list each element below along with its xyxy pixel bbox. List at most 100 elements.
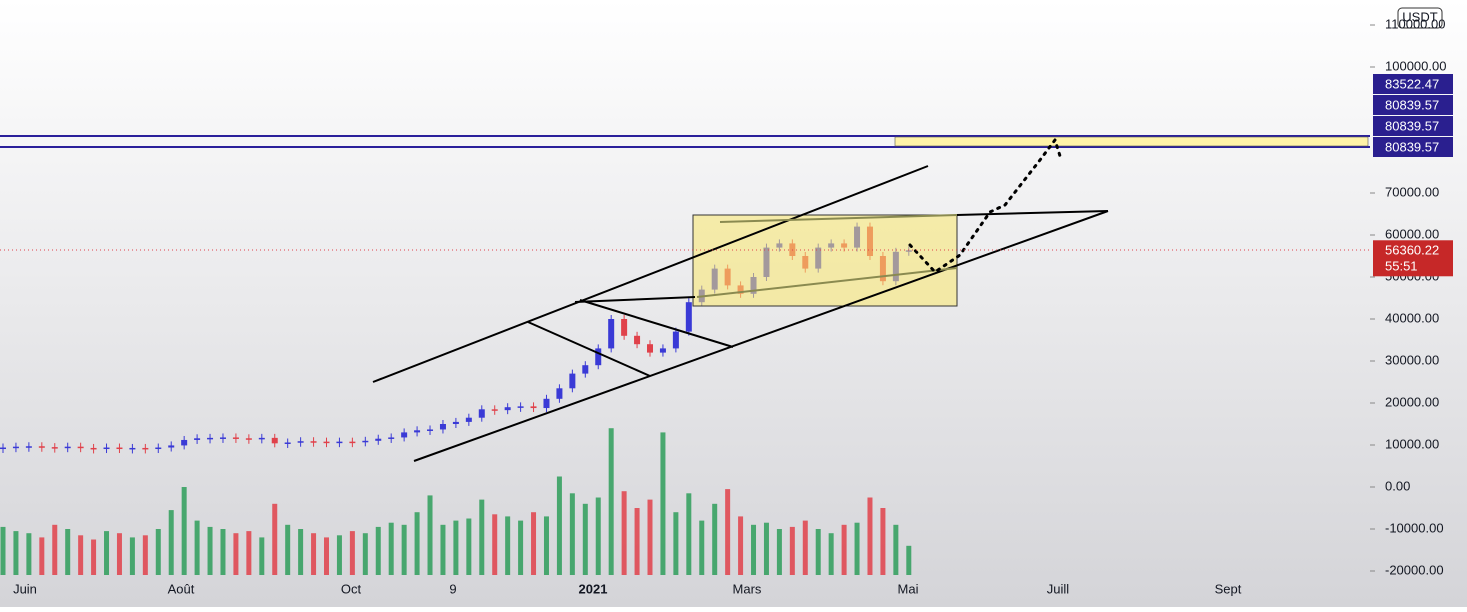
currency-badge[interactable] [1397,7,1443,29]
candle [77,446,84,449]
volume-bar [129,537,135,575]
y-tick-label: 10000.00 [1385,436,1439,451]
volume-bar [194,520,200,575]
volume-bar [259,537,265,575]
volume-bar [841,524,847,575]
candle [336,441,343,444]
volume-bar [569,493,575,575]
candle [168,445,175,448]
trend-line [372,165,929,383]
candle [608,319,615,349]
currency-label[interactable]: USDT [1402,9,1437,24]
candle [245,438,252,440]
candle [427,429,434,431]
volume-bar [311,533,317,575]
level-label-box [1373,95,1453,115]
candle [310,441,317,443]
volume-bar [815,529,821,575]
volume-bar [336,535,342,575]
candle [297,441,304,443]
candle [155,447,162,450]
candle [414,430,421,433]
x-tick-label: Juin [13,581,37,596]
level-label-box [1373,116,1453,136]
candle [349,441,356,444]
level-label: 80839.57 [1385,97,1439,112]
volume-bar [349,531,355,575]
candle [12,446,19,449]
x-tick-label: Août [168,581,195,596]
volume-bar [78,535,84,575]
y-tick-label: -10000.00 [1385,520,1444,535]
range-box [692,214,958,307]
trend-line [696,267,958,298]
x-tick-label: Mars [733,581,762,596]
volume-bar [712,503,718,575]
candle [556,388,563,399]
volume-bar [155,529,161,575]
candle [51,447,58,449]
candle [64,446,71,449]
volume-bar [272,503,278,575]
candle [647,344,653,353]
level-label: 80839.57 [1385,139,1439,154]
candle [672,331,679,349]
x-tick-label: 9 [449,581,456,596]
volume-bar [608,428,614,575]
trend-line [527,321,651,377]
candle [452,421,459,425]
drawings [0,135,1370,462]
volume-bar [725,489,731,575]
candle [478,409,485,418]
volume-bar [686,493,692,575]
volume-bar [52,524,58,575]
volume-bar [375,526,381,575]
volume-bar [634,508,640,575]
volume-bar [906,545,912,575]
volume-bar [556,476,562,575]
candle [659,348,666,353]
volume-bar [466,518,472,575]
candle [401,432,408,438]
y-tick-label: -20000.00 [1385,562,1444,577]
volume-bar [104,531,110,575]
candle [530,406,537,409]
candle [142,447,149,450]
countdown: 55:51 [1385,259,1418,274]
candle [38,446,45,448]
volume-bar [168,510,174,575]
volume-bar [543,516,549,575]
volume-bar [893,524,899,575]
candle [194,438,201,440]
volume-bar [673,512,679,575]
y-tick-label: 0.00 [1385,478,1410,493]
volume-bar [285,524,291,575]
volume-bar [181,487,187,575]
volume-bar [492,514,498,575]
candle [103,447,110,450]
candle [569,373,576,389]
candle [439,424,446,430]
candle [362,440,369,443]
y-tick-label: 60000.00 [1385,226,1439,241]
candle [465,417,472,422]
volume-bar [427,495,433,575]
volume-bar [738,516,744,575]
trend-line [579,299,734,348]
level-label: 83522.47 [1385,76,1439,91]
volume-bar [660,432,666,575]
candle [25,446,32,448]
candle [219,437,226,439]
candle [271,437,278,444]
candle [116,447,123,450]
volume-bar [854,522,860,575]
volume-bar [116,533,122,575]
volume-bar [802,520,808,575]
volume-bar [91,539,97,575]
candle [375,438,382,441]
volume-bar [39,537,45,575]
volume-bar [763,522,769,575]
volume-bar [207,526,213,575]
candle [685,302,692,332]
